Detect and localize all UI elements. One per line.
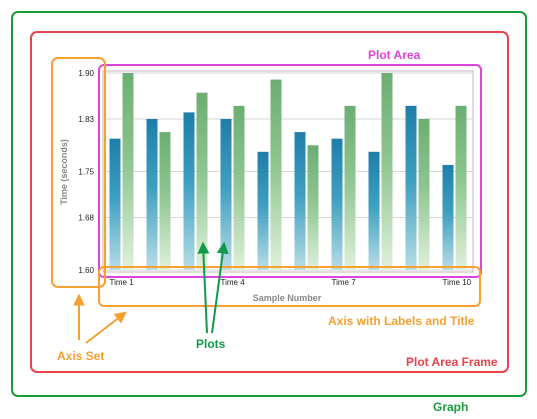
bars — [109, 73, 467, 271]
bar-green — [270, 79, 282, 270]
bar-green — [196, 92, 208, 270]
y-tick-label: 1.90 — [78, 69, 94, 78]
bar-green — [418, 118, 430, 270]
axis-set-border — [51, 57, 106, 288]
x-axis-border — [98, 266, 481, 307]
axis-labels-title-label: Axis with Labels and Title — [328, 314, 475, 328]
bar-green — [381, 73, 393, 270]
plot-area-label: Plot Area — [368, 48, 421, 62]
plots-label: Plots — [196, 337, 226, 351]
plot-area-frame-border — [30, 31, 509, 373]
plot-area-frame-label: Plot Area Frame — [406, 355, 498, 369]
plots-arrow-right — [211, 241, 229, 334]
x-tick-label: Time 7 — [332, 278, 357, 287]
plot-area-border — [98, 64, 482, 278]
bar-blue — [183, 112, 195, 271]
bar-blue — [368, 151, 380, 270]
bar-blue — [109, 138, 121, 270]
bar-blue — [294, 132, 306, 270]
x-axis-title: Sample Number — [253, 293, 322, 303]
bar-blue — [442, 164, 454, 270]
plots-arrow-left — [197, 241, 210, 334]
y-tick-labels: 1.90 1.83 1.75 1.68 1.60 — [78, 69, 94, 275]
bar-green — [159, 132, 171, 270]
graph-label: Graph — [433, 400, 468, 414]
graph-border — [11, 11, 527, 397]
bar-green — [233, 105, 245, 270]
bar-green — [307, 145, 319, 270]
y-axis-title: Time (seconds) — [59, 139, 69, 205]
bar-blue — [405, 105, 417, 270]
bar-green — [122, 73, 134, 270]
bar-green — [344, 105, 356, 270]
bar-blue — [331, 138, 343, 270]
x-tick-label: Time 1 — [110, 278, 135, 287]
bar-green — [455, 105, 467, 270]
bar-blue — [146, 118, 158, 270]
y-tick-label: 1.68 — [78, 213, 94, 222]
bar-blue — [220, 118, 232, 270]
bar-blue — [257, 151, 269, 270]
y-tick-label: 1.83 — [78, 115, 94, 124]
y-tick-label: 1.60 — [78, 266, 94, 275]
axis-set-label: Axis Set — [57, 349, 104, 363]
y-tick-label: 1.75 — [78, 168, 94, 177]
axis-set-arrow-right — [85, 311, 127, 344]
x-tick-label: Time 4 — [221, 278, 246, 287]
x-tick-label: Time 10 — [443, 278, 472, 287]
x-tick-labels: Time 1 Time 4 Time 7 Time 10 — [110, 278, 472, 287]
